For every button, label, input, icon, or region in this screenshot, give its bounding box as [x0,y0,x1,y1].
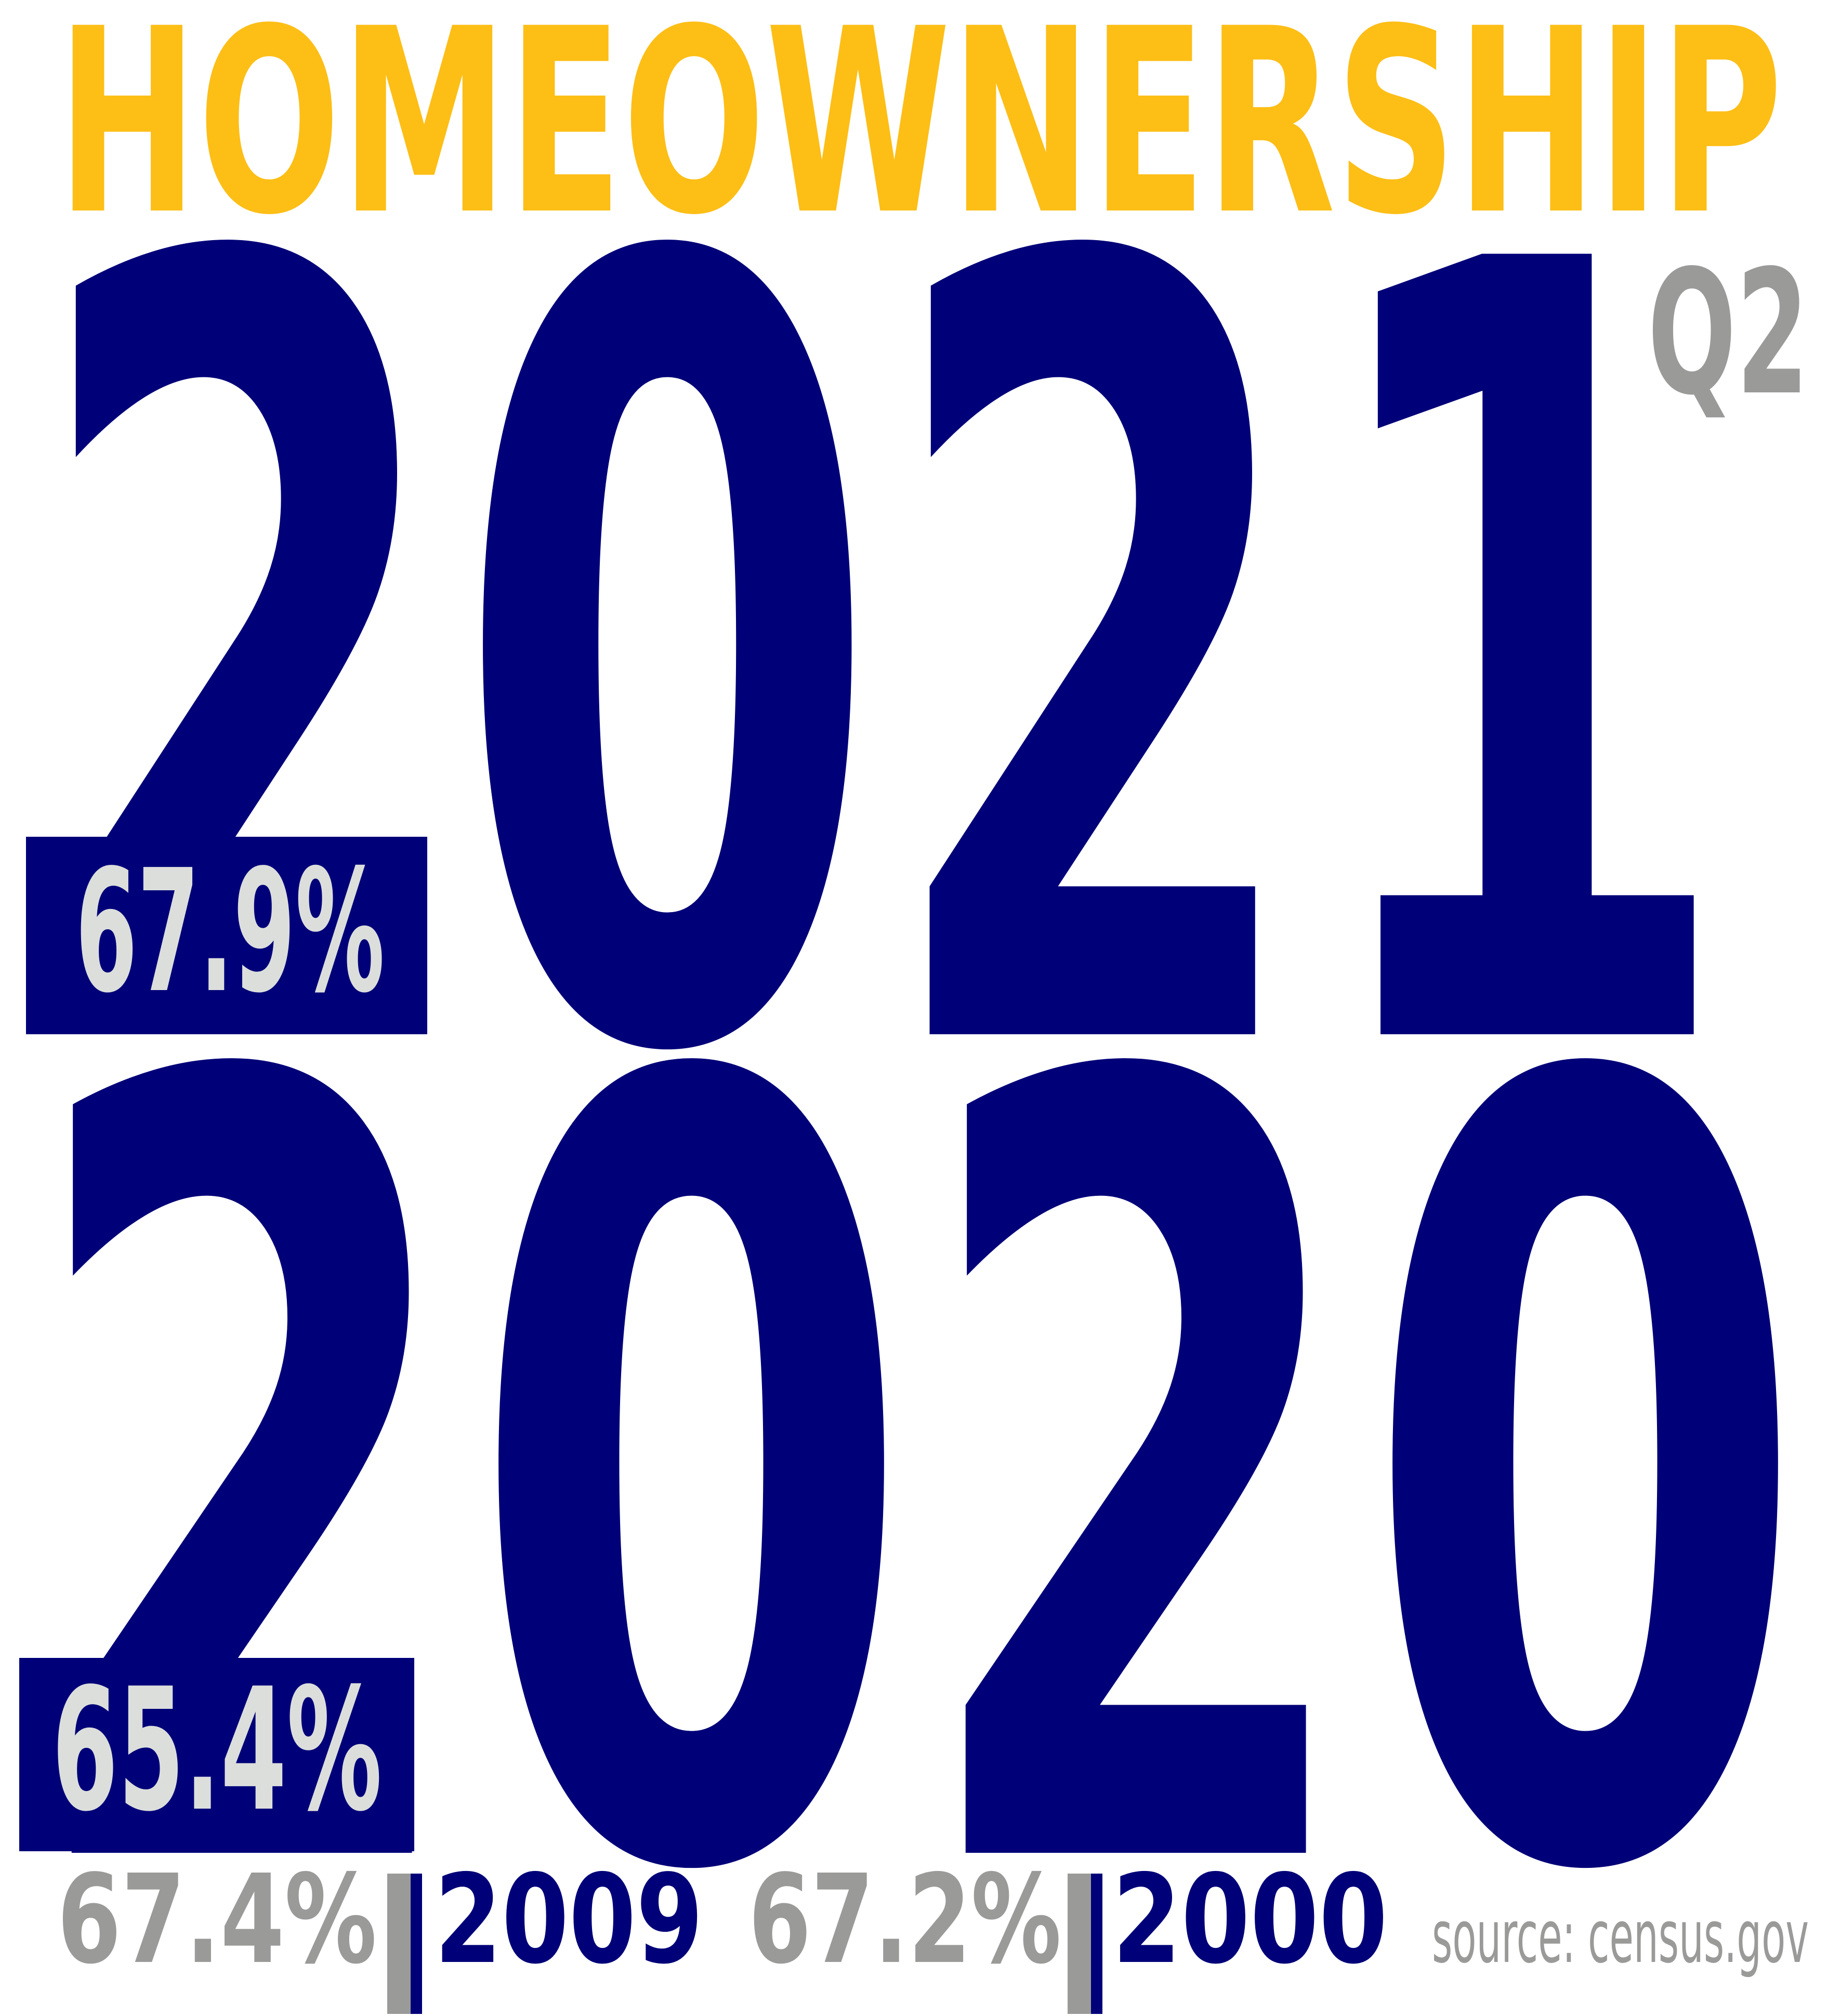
rate-box [19,1658,414,1851]
history-year: 2000 [1112,1848,1388,1991]
quarter: Q2 [1648,233,1809,433]
history-rate: 67.4% [57,1848,377,1991]
history-rate: 67.2% [748,1848,1061,1991]
source: source: census.gov [1432,1895,1809,1980]
featured-year: 2021 [26,41,1736,1287]
divider [1091,1874,1102,2014]
title: HOMEOWNERSHIP [57,0,1783,271]
history-year: 2009 [435,1848,703,1991]
divider [411,1874,422,2014]
featured-rate: 67.9% [75,833,385,1030]
featured-rate: 65.4% [52,1652,382,1849]
rate-box [26,837,427,1034]
